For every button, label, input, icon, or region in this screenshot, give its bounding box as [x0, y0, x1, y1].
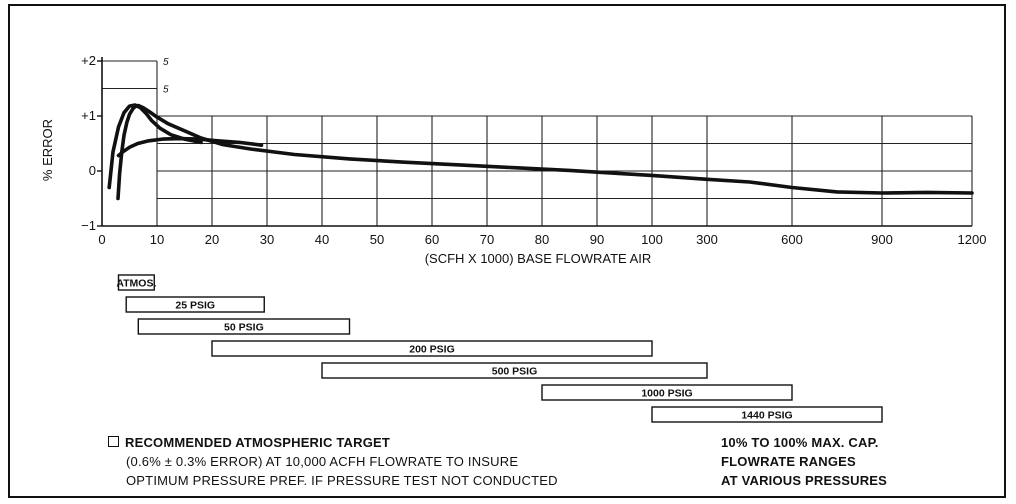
- x-tick-label: 300: [696, 232, 718, 247]
- x-tick-label: 70: [480, 232, 494, 247]
- top-mark-label: 5: [163, 57, 169, 68]
- ranges-note-line-3: AT VARIOUS PRESSURES: [721, 473, 888, 488]
- x-tick-label: 10: [150, 232, 164, 247]
- pressure-range-label: 1000 PSIG: [641, 388, 692, 400]
- square-bullet-icon: [108, 436, 119, 447]
- x-tick-label: 900: [871, 232, 893, 247]
- pressure-range-bar: [125, 296, 265, 313]
- pressure-range-bar: [321, 362, 708, 379]
- x-tick-label: 600: [781, 232, 803, 247]
- top-mark-label: 5: [163, 85, 169, 96]
- y-tick-label: +1: [81, 108, 96, 123]
- ranges-note-line-1: 10% TO 100% MAX. CAP.: [721, 435, 879, 450]
- chart-axes: [97, 57, 972, 227]
- x-tick-labels: 0 10 20 30 40 50 60 70 80 90 100 300 600 900 1200: [98, 232, 986, 247]
- x-tick-label: 30: [260, 232, 274, 247]
- x-tick-label: 80: [535, 232, 549, 247]
- x-tick-label: 40: [315, 232, 329, 247]
- pressure-range-label: 50 PSIG: [224, 322, 264, 334]
- note-line-2: (0.6% ± 0.3% ERROR) AT 10,000 ACFH FLOWR…: [126, 454, 519, 469]
- pressure-range-bar: [651, 406, 883, 423]
- atmospheric-target-note: RECOMMENDED ATMOSPHERIC TARGET (0.6% ± 0…: [108, 433, 558, 490]
- x-tick-label: 1200: [958, 232, 987, 247]
- chart-grid: 55: [102, 57, 973, 226]
- x-tick-label: 50: [370, 232, 384, 247]
- y-tick-label: +2: [81, 53, 96, 68]
- pressure-range-label: 1440 PSIG: [741, 410, 792, 422]
- pressure-range-label: 500 PSIG: [492, 366, 538, 378]
- pressure-range-bar: [541, 384, 793, 401]
- error-curves: [107, 103, 974, 201]
- x-tick-label: 0: [98, 232, 105, 247]
- note-title: RECOMMENDED ATMOSPHERIC TARGET: [125, 435, 391, 450]
- error-curve-3: [116, 136, 264, 158]
- ranges-note-line-2: FLOWRATE RANGES: [721, 454, 856, 469]
- pressure-range-bar: [211, 340, 653, 357]
- pressure-range-bar: [137, 318, 351, 335]
- pressure-range-label: ATMOS.: [116, 278, 156, 290]
- pressure-range-bars: ATMOS. 25 PSIG 50 PSIG 200 PSIG 500 PSIG 1000…: [116, 274, 883, 423]
- flowrate-ranges-note: 10% TO 100% MAX. CAP. FLOWRATE RANGES AT…: [721, 433, 887, 490]
- pressure-range-label: 200 PSIG: [409, 344, 455, 356]
- error-curve-1: [116, 103, 974, 201]
- x-tick-label: 100: [641, 232, 663, 247]
- error-curve-2: [107, 103, 203, 190]
- pressure-range-label: 25 PSIG: [175, 300, 215, 312]
- x-tick-label: 90: [590, 232, 604, 247]
- pressure-range-bar: [117, 274, 155, 291]
- x-tick-label: 20: [205, 232, 219, 247]
- y-tick-label: −1: [81, 218, 96, 233]
- note-line-3: OPTIMUM PRESSURE PREF. IF PRESSURE TEST …: [126, 473, 558, 488]
- y-axis-label: % ERROR: [40, 119, 55, 181]
- y-tick-labels: +2 +1 0 −1: [81, 53, 96, 233]
- x-axis-label: (SCFH X 1000) BASE FLOWRATE AIR: [425, 251, 652, 266]
- y-tick-label: 0: [89, 163, 96, 178]
- x-tick-label: 60: [425, 232, 439, 247]
